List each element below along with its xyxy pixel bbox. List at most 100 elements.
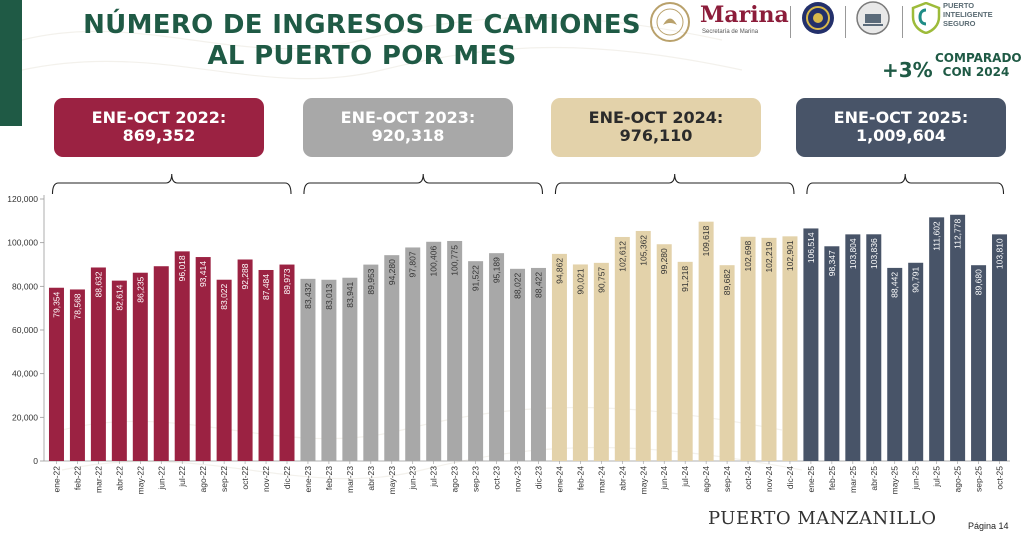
- bar-jun-23: [405, 247, 421, 461]
- x-tick-label: oct-24: [743, 466, 753, 490]
- summary-label: ENE-OCT 2025:: [833, 108, 969, 127]
- x-tick-label: mar-25: [848, 466, 858, 493]
- x-tick-label: jun-24: [659, 466, 669, 491]
- x-tick-label: nov-24: [764, 466, 774, 492]
- x-tick-label: oct-25: [995, 466, 1005, 490]
- summary-box-2022: ENE-OCT 2022: 869,352: [54, 98, 264, 157]
- year-bracket: [554, 173, 795, 195]
- logo-divider: [790, 6, 791, 38]
- value-label: 83,941: [345, 281, 355, 307]
- x-tick-label: may-22: [135, 466, 145, 495]
- value-label: 82,614: [114, 284, 124, 310]
- summary-value: 920,318: [371, 126, 445, 145]
- x-tick-label: dic-24: [785, 466, 795, 489]
- bar-ago-23: [447, 240, 463, 461]
- x-tick-label: ene-23: [303, 466, 313, 493]
- summary-value: 869,352: [122, 126, 196, 145]
- bar-oct-24: [740, 236, 756, 461]
- bar-mar-25: [845, 234, 861, 461]
- x-tick-label: dic-23: [533, 466, 543, 489]
- value-label: 88,632: [93, 271, 103, 297]
- x-tick-label: feb-22: [72, 466, 82, 490]
- value-label: 112,778: [953, 219, 963, 249]
- bar-jun-22: [153, 266, 169, 461]
- bar-jul-25: [929, 217, 945, 461]
- marina-logo-subtext: Secretaría de Marina: [702, 29, 759, 35]
- bar-may-25: [887, 267, 903, 461]
- y-tick-label: 40,000: [12, 369, 38, 379]
- value-label: 102,698: [743, 241, 753, 272]
- value-label: 99,280: [659, 248, 669, 274]
- x-tick-label: ene-22: [51, 466, 61, 493]
- value-label: 89,682: [722, 269, 732, 295]
- bar-may-24: [635, 230, 651, 461]
- x-tick-label: feb-25: [827, 466, 837, 490]
- value-label: 88,422: [533, 272, 543, 298]
- x-tick-label: sep-25: [974, 466, 984, 492]
- bar-oct-23: [489, 253, 505, 461]
- logo-divider: [845, 6, 846, 38]
- x-tick-label: nov-23: [513, 466, 523, 492]
- y-tick-label: 20,000: [12, 412, 38, 422]
- bar-may-22: [132, 272, 148, 461]
- year-bracket: [806, 173, 1005, 195]
- value-label: 89,680: [974, 269, 984, 295]
- x-tick-label: ago-23: [450, 466, 460, 493]
- bar-ago-24: [698, 221, 714, 461]
- value-label: 103,804: [848, 238, 858, 269]
- x-tick-label: jul-23: [429, 466, 439, 488]
- value-label: 95,189: [492, 257, 502, 283]
- bar-sep-22: [216, 279, 232, 461]
- value-label: 88,442: [890, 272, 900, 298]
- value-label: 87,484: [261, 274, 271, 300]
- value-label: 90,791: [911, 267, 921, 293]
- value-label: 109,618: [701, 225, 711, 256]
- marina-logo-text: Marina: [700, 2, 789, 28]
- bar-abr-23: [363, 264, 379, 461]
- x-tick-label: jul-24: [680, 466, 690, 488]
- bar-dic-23: [530, 267, 546, 461]
- x-tick-label: jun-22: [156, 466, 166, 491]
- summary-box-2023: ENE-OCT 2023: 920,318: [303, 98, 513, 157]
- bar-sep-23: [468, 261, 484, 461]
- summary-label: ENE-OCT 2024:: [588, 108, 724, 127]
- bar-jul-24: [677, 261, 693, 461]
- pis-logo-text: PUERTO INTELIGENTE SEGURO: [943, 1, 993, 28]
- value-label: 91,218: [680, 266, 690, 292]
- summary-value: 976,110: [619, 126, 693, 145]
- bar-abr-24: [614, 236, 630, 461]
- value-label: 89,953: [366, 268, 376, 294]
- port-authority-emblem-icon: [856, 1, 890, 35]
- value-label: 97,807: [408, 251, 418, 277]
- summary-box-2024: ENE-OCT 2024: 976,110: [551, 98, 761, 157]
- x-tick-label: sep-23: [471, 466, 481, 492]
- page-title: NÚMERO DE INGRESOS DE CAMIONES AL PUERTO…: [83, 10, 641, 71]
- value-label: 103,836: [869, 238, 879, 269]
- value-label: 94,862: [554, 258, 564, 284]
- x-tick-label: mar-24: [596, 466, 606, 493]
- x-tick-label: oct-22: [240, 466, 250, 490]
- x-tick-label: may-24: [638, 466, 648, 495]
- value-label: 83,013: [324, 283, 334, 309]
- bar-nov-23: [510, 268, 526, 461]
- bar-ago-25: [950, 214, 966, 461]
- value-label: 103,810: [995, 238, 1005, 269]
- value-label: 102,219: [764, 242, 774, 273]
- bar-abr-22: [111, 280, 127, 461]
- bar-ene-24: [551, 253, 567, 461]
- bar-nov-22: [258, 269, 274, 461]
- x-tick-label: nov-22: [261, 466, 271, 492]
- value-label: 100,406: [429, 246, 439, 277]
- summary-value: 1,009,604: [855, 126, 947, 145]
- x-tick-label: feb-24: [575, 466, 585, 490]
- x-tick-label: ene-24: [554, 466, 564, 493]
- y-tick-label: 0: [33, 456, 38, 466]
- summary-label: ENE-OCT 2023:: [340, 108, 476, 127]
- bar-abr-25: [866, 234, 882, 461]
- value-label: 89,973: [282, 268, 292, 294]
- x-tick-label: abr-23: [366, 466, 376, 491]
- logos-bar: Marina Secretaría de Marina PUERTO INTEL…: [640, 0, 1023, 48]
- x-tick-label: sep-24: [722, 466, 732, 492]
- x-tick-label: ago-25: [953, 466, 963, 493]
- shield-icon: [911, 2, 941, 34]
